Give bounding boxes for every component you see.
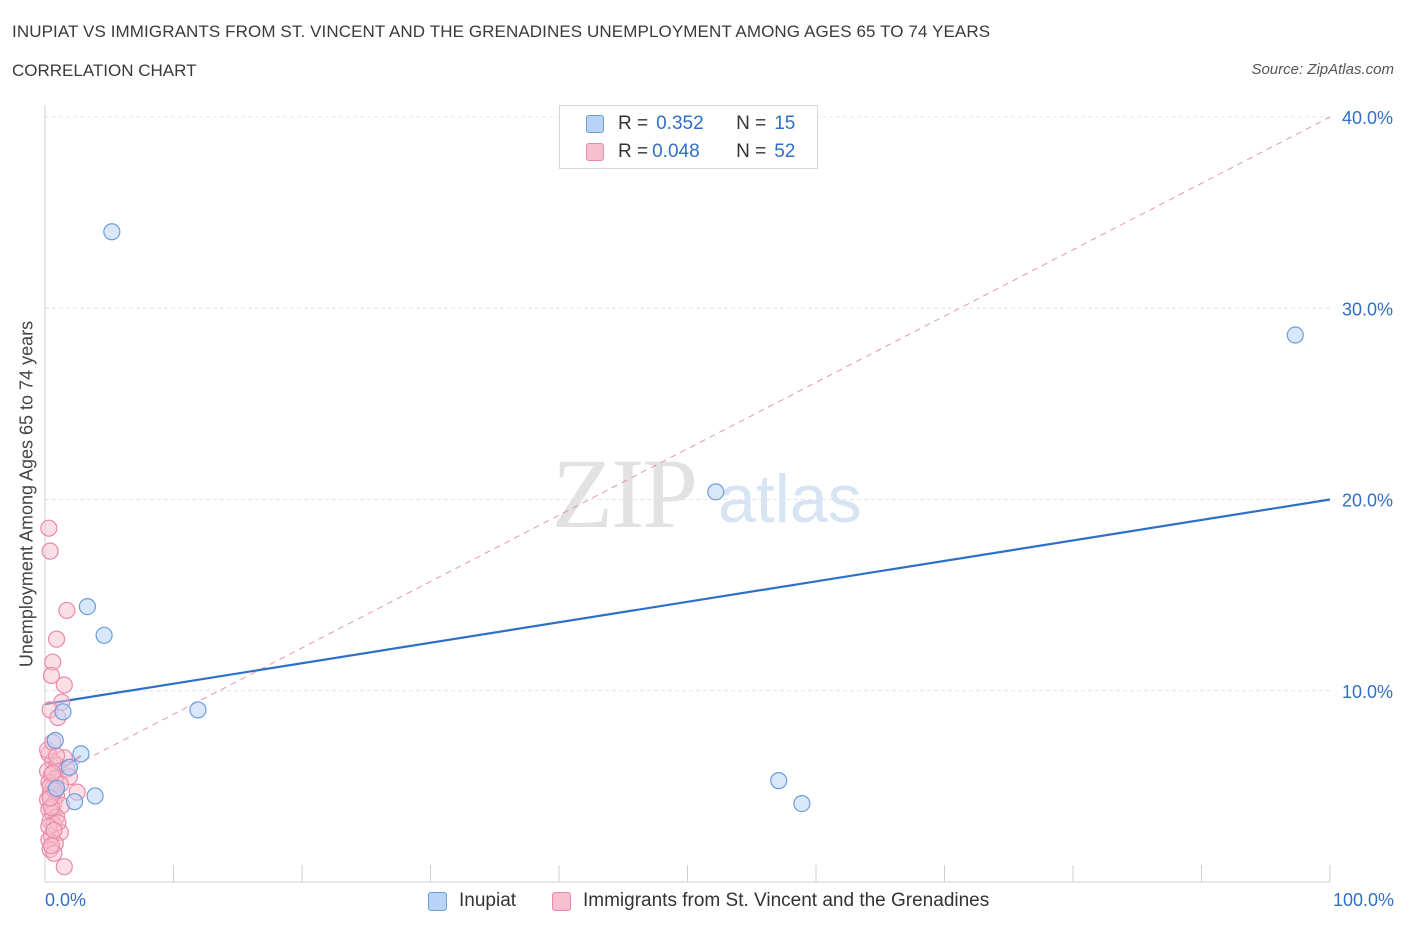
chart-title: INUPIAT VS IMMIGRANTS FROM ST. VINCENT A… (12, 22, 991, 41)
point-inupiat (72, 745, 90, 763)
point-immigrants (40, 519, 58, 537)
legend-swatch-pink (586, 143, 604, 161)
grid-lines (45, 116, 1330, 692)
point-inupiat (60, 758, 79, 776)
x-tick-label-min: 0.0% (45, 890, 87, 910)
point-inupiat (793, 794, 811, 813)
trend-lines (44, 116, 1331, 782)
series-legend: Inupiat Immigrants from St. Vincent and … (0, 888, 1406, 916)
point-inupiat (65, 793, 84, 811)
point-inupiat (95, 626, 113, 644)
n-label: N = (736, 141, 767, 162)
point-inupiat (1286, 326, 1304, 344)
legend-row-immigrants: R = 0.048 N = 52 (586, 141, 795, 163)
legend-label-inupiat: Inupiat (459, 890, 517, 911)
point-immigrants (45, 821, 63, 839)
chart-subtitle: CORRELATION CHART (12, 61, 197, 80)
legend-row-inupiat: R = 0.352 N = 15 (586, 113, 795, 135)
axes (44, 105, 1331, 883)
point-immigrants (47, 630, 66, 648)
legend-item-inupiat[interactable]: Inupiat (428, 890, 516, 912)
point-inupiat (86, 787, 104, 805)
point-immigrants (47, 747, 66, 765)
r-value-inupiat: 0.352 (656, 113, 704, 134)
point-inupiat (770, 772, 788, 790)
trend-line-inupiat (44, 498, 1331, 706)
legend-swatch-blue (586, 115, 604, 133)
correlation-legend: R = 0.352 N = 15 R = 0.048 N = 52 (559, 105, 818, 169)
point-inupiat (47, 779, 66, 797)
y-tick-label: 30.0% (1342, 299, 1393, 319)
y-tick-label: 20.0% (1342, 491, 1393, 511)
point-immigrants (55, 858, 73, 876)
n-value-immigrants: 52 (774, 141, 796, 162)
point-inupiat (46, 731, 64, 750)
y-tick-labels: 10.0% 20.0% 30.0% 40.0% (1342, 108, 1393, 702)
point-inupiat (189, 701, 207, 719)
point-immigrants (58, 601, 76, 620)
x-tick-label-max: 100.0% (1332, 890, 1394, 910)
r-label: R = (618, 113, 649, 134)
n-value-inupiat: 15 (774, 113, 796, 134)
trend-line-immigrants-dashed (44, 116, 1331, 782)
legend-swatch-pink (552, 891, 571, 911)
y-axis-label: Unemployment Among Ages 65 to 74 years (16, 320, 37, 668)
legend-swatch-blue (428, 891, 447, 911)
source-label: Source: ZipAtlas.com (1251, 61, 1394, 78)
n-label: N = (736, 113, 767, 134)
point-inupiat (707, 483, 725, 501)
point-immigrants (44, 764, 62, 782)
legend-label-immigrants: Immigrants from St. Vincent and the Gren… (583, 890, 990, 911)
point-inupiat (78, 597, 97, 616)
data-points (38, 223, 1304, 876)
point-immigrants (42, 666, 61, 685)
y-tick-label: 40.0% (1342, 108, 1393, 128)
y-tick-label: 10.0% (1342, 682, 1393, 702)
point-immigrants (42, 837, 61, 855)
r-label: R = (618, 141, 649, 162)
point-immigrants (55, 676, 73, 694)
point-inupiat (103, 223, 121, 241)
point-inupiat (54, 703, 72, 721)
point-immigrants (41, 542, 59, 560)
legend-item-immigrants[interactable]: Immigrants from St. Vincent and the Gren… (552, 890, 989, 912)
r-value-immigrants: 0.048 (652, 141, 700, 162)
